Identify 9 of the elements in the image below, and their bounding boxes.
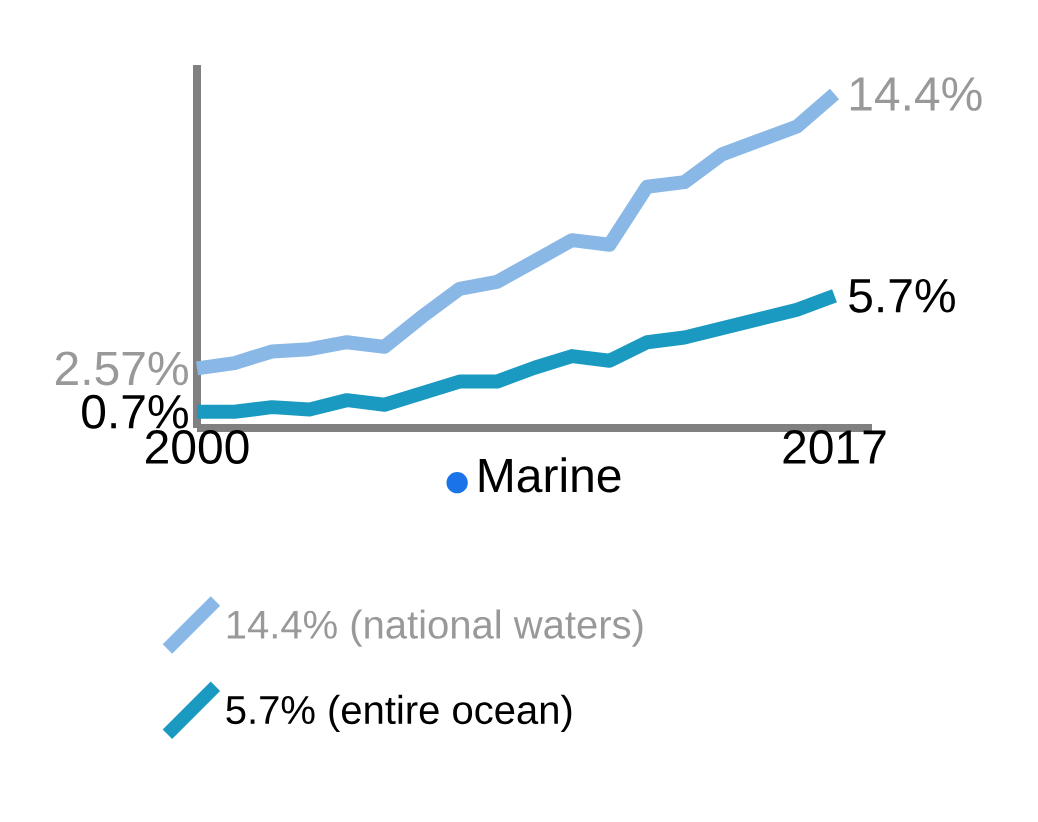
data-label: 0.7% (82, 394, 188, 429)
data-label: 5.7% (849, 278, 955, 313)
x-tick-label: 2017 (783, 430, 886, 465)
x-tick-label: 2000 (146, 430, 249, 465)
legend-label: 5.7% (entire ocean) (226, 694, 572, 733)
legend-label: 14.4% (national waters) (227, 609, 643, 647)
data-label: 2.57% (55, 351, 188, 386)
x-axis-title: Marine (479, 457, 621, 493)
data-label: 14.4% (850, 77, 982, 111)
